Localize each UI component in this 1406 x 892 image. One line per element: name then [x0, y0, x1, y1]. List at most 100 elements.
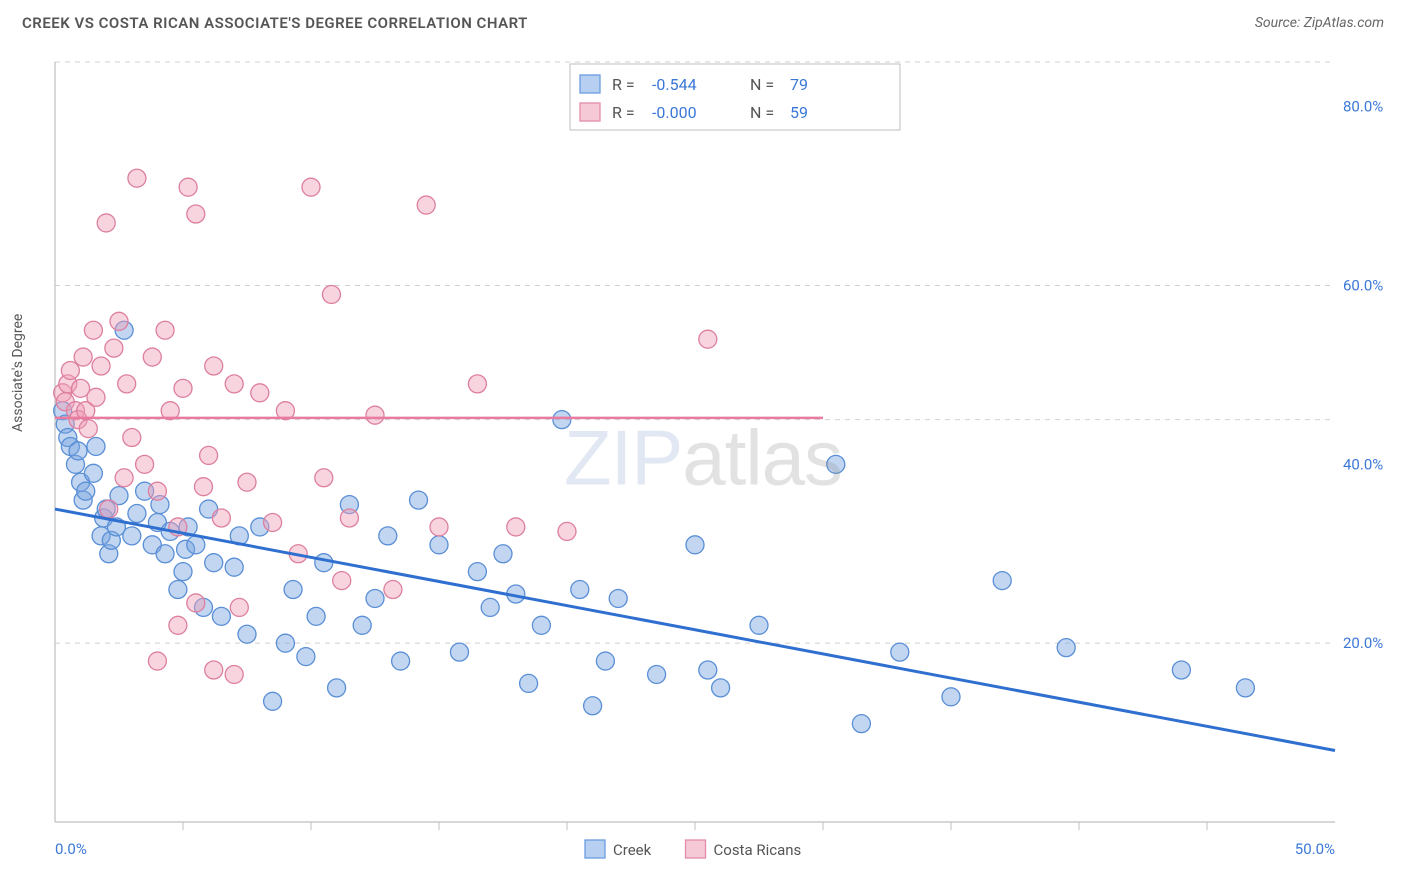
data-point — [87, 388, 105, 406]
data-point — [174, 563, 192, 581]
legend-series-label: Costa Ricans — [714, 841, 802, 859]
data-point — [852, 715, 870, 733]
data-point — [366, 406, 384, 424]
data-point — [225, 665, 243, 683]
data-point — [284, 581, 302, 599]
legend-swatch — [686, 840, 706, 858]
data-point — [366, 589, 384, 607]
data-point — [307, 607, 325, 625]
data-point — [609, 589, 627, 607]
data-point — [379, 527, 397, 545]
data-point — [212, 607, 230, 625]
legend-swatch — [580, 103, 600, 121]
data-point — [200, 446, 218, 464]
data-point — [225, 375, 243, 393]
y-axis-tick-label: 80.0% — [1343, 98, 1383, 116]
data-point — [686, 536, 704, 554]
data-point — [92, 357, 110, 375]
chart-title: CREEK VS COSTA RICAN ASSOCIATE'S DEGREE … — [22, 14, 528, 32]
data-point — [520, 674, 538, 692]
data-point — [118, 375, 136, 393]
data-point — [276, 634, 294, 652]
legend-swatch — [585, 840, 605, 858]
data-point — [179, 178, 197, 196]
data-point — [264, 692, 282, 710]
data-point — [169, 616, 187, 634]
scatter-chart-svg: 0.0%50.0%20.0%40.0%60.0%80.0%R =-0.544N … — [0, 42, 1406, 892]
data-point — [532, 616, 550, 634]
legend-n-value: 59 — [790, 103, 808, 122]
legend-r-label: R = — [612, 103, 635, 122]
data-point — [251, 384, 269, 402]
data-point — [187, 205, 205, 223]
data-point — [194, 478, 212, 496]
data-point — [322, 285, 340, 303]
data-point — [494, 545, 512, 563]
source-attribution: Source: ZipAtlas.com — [1255, 15, 1384, 31]
data-point — [384, 581, 402, 599]
data-point — [123, 429, 141, 447]
y-axis-label: Associate's Degree — [10, 314, 26, 432]
data-point — [1057, 639, 1075, 657]
data-point — [584, 697, 602, 715]
data-point — [827, 455, 845, 473]
legend-swatch — [580, 75, 600, 93]
data-point — [77, 482, 95, 500]
data-point — [74, 348, 92, 366]
data-point — [148, 652, 166, 670]
data-point — [128, 169, 146, 187]
data-point — [238, 473, 256, 491]
data-point — [100, 500, 118, 518]
legend-n-label: N = — [750, 103, 774, 122]
data-point — [302, 178, 320, 196]
data-point — [238, 625, 256, 643]
data-point — [417, 196, 435, 214]
data-point — [481, 598, 499, 616]
x-axis-label: 0.0% — [55, 840, 87, 858]
data-point — [392, 652, 410, 670]
data-point — [174, 379, 192, 397]
legend-r-value: -0.000 — [652, 103, 697, 122]
legend-r-label: R = — [612, 75, 635, 94]
data-point — [79, 420, 97, 438]
data-point — [340, 509, 358, 527]
legend-r-value: -0.544 — [652, 75, 697, 94]
legend-series-label: Creek — [613, 841, 652, 859]
data-point — [468, 563, 486, 581]
data-point — [115, 469, 133, 487]
data-point — [156, 545, 174, 563]
y-axis-tick-label: 60.0% — [1343, 277, 1383, 295]
data-point — [468, 375, 486, 393]
data-point — [69, 442, 87, 460]
data-point — [225, 558, 243, 576]
data-point — [571, 581, 589, 599]
data-point — [205, 554, 223, 572]
data-point — [450, 643, 468, 661]
data-point — [1236, 679, 1254, 697]
data-point — [230, 598, 248, 616]
data-point — [148, 482, 166, 500]
data-point — [430, 536, 448, 554]
data-point — [169, 581, 187, 599]
data-point — [264, 513, 282, 531]
x-axis-label: 50.0% — [1295, 840, 1335, 858]
data-point — [297, 648, 315, 666]
data-point — [123, 527, 141, 545]
data-point — [333, 572, 351, 590]
data-point — [84, 321, 102, 339]
data-point — [84, 464, 102, 482]
data-point — [993, 572, 1011, 590]
data-point — [558, 522, 576, 540]
data-point — [353, 616, 371, 634]
data-point — [648, 665, 666, 683]
data-point — [430, 518, 448, 536]
data-point — [187, 594, 205, 612]
data-point — [553, 411, 571, 429]
data-point — [205, 357, 223, 375]
data-point — [596, 652, 614, 670]
data-point — [315, 469, 333, 487]
data-point — [105, 339, 123, 357]
data-point — [143, 348, 161, 366]
data-point — [87, 437, 105, 455]
data-point — [110, 312, 128, 330]
